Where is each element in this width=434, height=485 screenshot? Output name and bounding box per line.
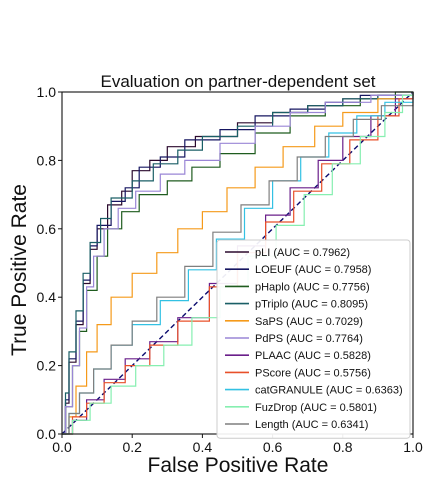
y-tick-label: 0.2 — [37, 358, 57, 374]
roc-series-line — [62, 92, 414, 435]
y-tick-label: 0.8 — [37, 152, 57, 168]
legend-entry: FuzDrop (AUC = 0.5801) — [255, 402, 377, 414]
legend-entry: pLI (AUC = 0.7962) — [255, 247, 350, 259]
x-tick-label: 0.0 — [52, 439, 72, 455]
x-tick-label: 1.0 — [403, 439, 423, 455]
x-tick-label: 0.8 — [333, 439, 353, 455]
legend: pLI (AUC = 0.7962) LOEUF (AUC = 0.7958) pH… — [216, 239, 411, 439]
roc-series-line — [62, 92, 414, 435]
legend-entry: PScore (AUC = 0.5756) — [255, 367, 371, 379]
chart-title: Evaluation on partner-dependent set — [100, 72, 375, 91]
x-tick-label: 0.6 — [263, 439, 283, 455]
legend-entry: SaPS (AUC = 0.7029) — [255, 316, 363, 328]
x-tick-label: 0.4 — [193, 439, 213, 455]
legend-entry: PLAAC (AUC = 0.5828) — [255, 350, 371, 362]
x-axis-label: False Positive Rate — [148, 454, 329, 477]
y-axis-label: True Positive Rate — [8, 184, 31, 356]
legend-entry: pHaplo (AUC = 0.7756) — [255, 281, 370, 293]
diagonal-reference-line — [61, 91, 414, 435]
roc-series-line — [62, 92, 414, 435]
legend-entry: catGRANULE (AUC = 0.6363) — [255, 385, 403, 397]
legend-entry: Length (AUC = 0.6341) — [255, 419, 368, 431]
legend-entry: pTriplo (AUC = 0.8095) — [255, 299, 368, 311]
legend-box — [216, 239, 411, 439]
y-tick-label: 1.0 — [37, 84, 57, 100]
legend-entry: LOEUF (AUC = 0.7958) — [255, 264, 371, 276]
y-tick-label: 0.4 — [37, 289, 57, 305]
y-tick-label: 0.0 — [37, 426, 57, 442]
y-tick-label: 0.6 — [37, 221, 57, 237]
x-tick-label: 0.2 — [122, 439, 142, 455]
roc-series-line — [62, 92, 414, 435]
legend-entry: PdPS (AUC = 0.7764) — [255, 333, 363, 345]
